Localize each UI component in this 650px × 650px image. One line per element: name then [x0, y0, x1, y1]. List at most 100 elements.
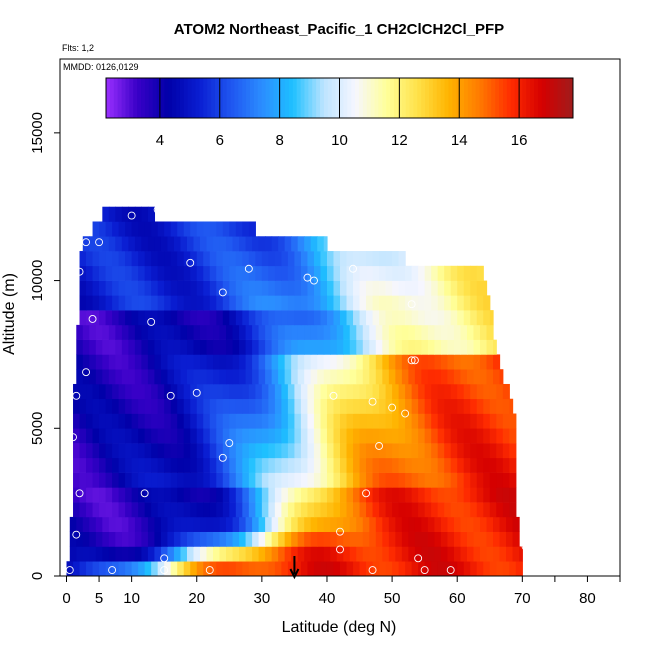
heatmap-cell — [369, 546, 377, 562]
heatmap-cell — [164, 487, 172, 503]
heatmap-cell — [333, 280, 341, 296]
heatmap-cell — [86, 561, 94, 577]
heatmap-cell — [186, 546, 195, 562]
heatmap-cell — [73, 413, 81, 429]
heatmap-cell — [483, 280, 488, 296]
heatmap-cell — [450, 443, 458, 459]
heatmap-cell — [268, 487, 276, 503]
heatmap-cell — [457, 457, 465, 473]
heatmap-cell — [385, 265, 393, 281]
heatmap-cell — [274, 265, 282, 281]
heatmap-cell — [313, 265, 322, 281]
heatmap-cell — [313, 398, 322, 414]
heatmap-cell — [134, 354, 142, 370]
heatmap-cell — [112, 457, 120, 473]
heatmap-cell — [375, 324, 383, 340]
heatmap-cell — [160, 339, 169, 355]
heatmap-cell — [346, 383, 354, 400]
heatmap-cell — [281, 295, 289, 311]
heatmap-cell — [213, 531, 221, 547]
heatmap-cell — [330, 531, 338, 547]
heatmap-cell — [196, 310, 204, 326]
heatmap-cell — [177, 251, 185, 267]
heatmap-cell — [326, 383, 335, 400]
heatmap-cell — [320, 265, 328, 281]
heatmap-cell — [190, 561, 198, 577]
heatmap-cell — [291, 324, 299, 340]
sample-point — [329, 391, 338, 400]
heatmap-cell — [310, 546, 318, 562]
heatmap-cell — [291, 546, 299, 562]
heatmap-cell — [112, 413, 120, 429]
heatmap-cell — [147, 531, 156, 547]
heatmap-cell — [177, 280, 185, 296]
heatmap-cell — [349, 516, 357, 532]
heatmap-cell — [271, 236, 279, 252]
sample-point — [420, 566, 429, 575]
colorbar-segment — [413, 78, 418, 118]
heatmap-cell — [512, 531, 520, 547]
heatmap-cell — [99, 561, 107, 577]
heatmap-cell — [170, 251, 178, 267]
heatmap-cell — [463, 457, 471, 473]
heatmap-cell — [190, 472, 198, 488]
heatmap-cell — [411, 310, 419, 326]
heatmap-cell — [216, 310, 224, 326]
colorbar-segment — [405, 78, 411, 118]
heatmap-cell — [427, 369, 436, 385]
heatmap-cell — [86, 443, 94, 459]
heatmap-cell — [190, 295, 198, 311]
heatmap-cell — [235, 310, 243, 326]
sample-point — [140, 489, 149, 498]
dates-label: MMDD: 0126,0129 — [63, 62, 139, 72]
heatmap-cell — [268, 295, 276, 311]
heatmap-cell — [105, 295, 113, 311]
heatmap-cell — [453, 339, 462, 355]
heatmap-cell — [382, 516, 390, 532]
heatmap-cell — [278, 324, 286, 340]
colorbar-tick-label: 16 — [511, 132, 528, 149]
heatmap-cell — [239, 531, 247, 547]
heatmap-cell — [388, 516, 396, 532]
heatmap-cell — [307, 398, 315, 414]
heatmap-cell — [245, 546, 253, 562]
heatmap-cell — [144, 295, 152, 311]
heatmap-cell — [483, 457, 491, 473]
heatmap-cell — [476, 443, 484, 459]
heatmap-cell — [92, 443, 100, 459]
heatmap-cell — [421, 369, 429, 385]
heatmap-cell — [138, 428, 146, 444]
heatmap-cell — [395, 531, 403, 547]
heatmap-cell — [440, 516, 449, 532]
x-tick-label: 60 — [449, 590, 466, 607]
heatmap-cell — [489, 487, 497, 503]
heatmap-cell — [216, 561, 224, 577]
heatmap-cell — [99, 295, 107, 311]
heatmap-cell — [320, 413, 328, 429]
heatmap-cell — [411, 561, 419, 577]
heatmap-cell — [164, 443, 172, 459]
heatmap-cell — [164, 310, 172, 326]
heatmap-cell — [229, 398, 237, 414]
heatmap-cell — [118, 398, 126, 414]
heatmap-cell — [515, 561, 523, 577]
heatmap-cell — [398, 398, 406, 414]
heatmap-cell — [151, 443, 159, 459]
colorbar-segment — [401, 78, 407, 118]
heatmap-cell — [258, 546, 266, 562]
heatmap-cell — [206, 236, 214, 252]
heatmap-cell — [359, 280, 367, 296]
heatmap-cell — [89, 339, 97, 355]
heatmap-cell — [125, 472, 133, 488]
heatmap-cell — [450, 383, 458, 400]
heatmap-cell — [261, 383, 269, 400]
heatmap-cell — [147, 236, 156, 252]
colorbar-tick-label: 6 — [216, 132, 224, 149]
heatmap-cell — [99, 457, 107, 473]
sample-point — [75, 489, 84, 498]
heatmap-cell — [73, 443, 81, 459]
heatmap-cell — [170, 383, 178, 400]
heatmap-cell — [235, 457, 243, 473]
heatmap-cell — [147, 324, 156, 340]
heatmap-cell — [190, 310, 198, 326]
